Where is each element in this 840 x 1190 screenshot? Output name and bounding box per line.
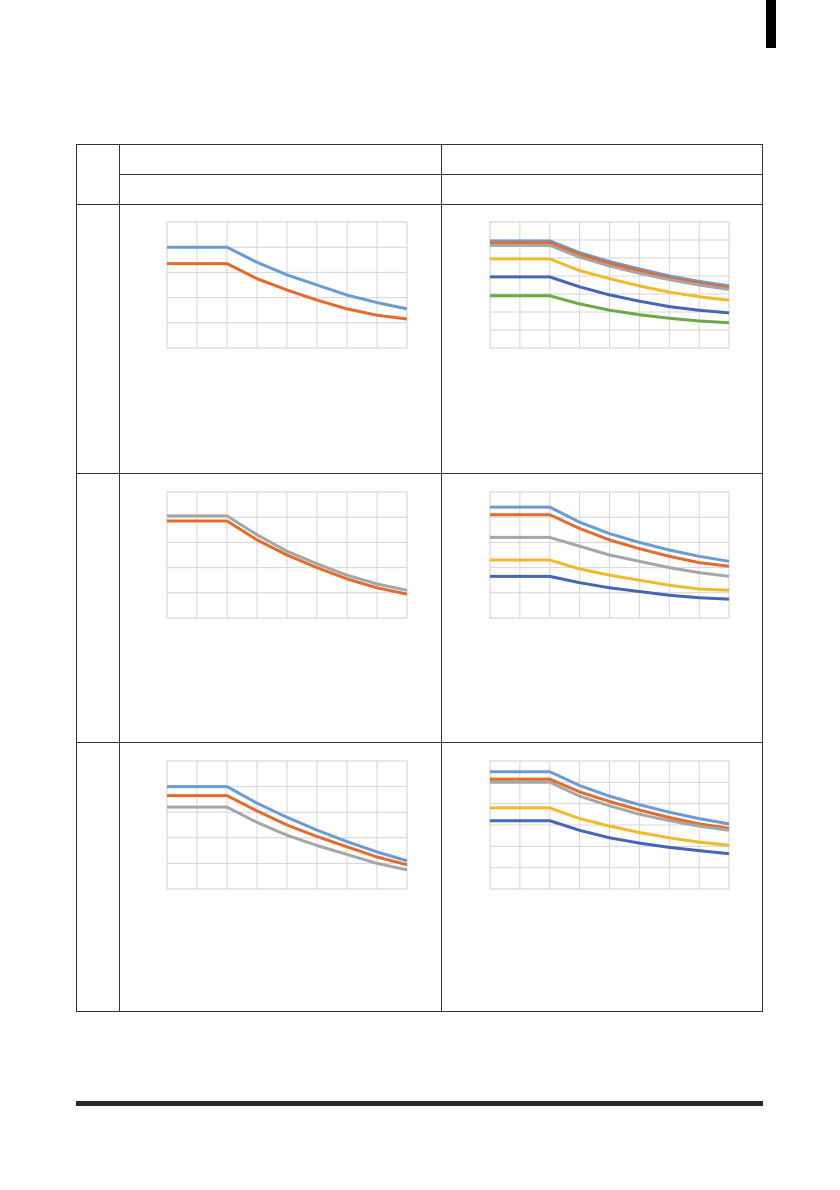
series-line-4: [489, 806, 729, 847]
series-line-2: [167, 794, 408, 867]
series-line-2: [489, 777, 729, 830]
footer-rule: [76, 1101, 763, 1106]
series-line-5: [489, 819, 729, 856]
line-chart: [489, 760, 729, 890]
series-line-1: [167, 245, 408, 311]
header-cell-left: [119, 144, 442, 175]
corner-cell: [76, 144, 120, 205]
series-line-5: [489, 275, 729, 315]
series-line-1: [167, 785, 408, 863]
line-chart: [489, 491, 729, 619]
line-chart: [166, 491, 408, 619]
line-chart: [166, 760, 408, 890]
series-line-1: [489, 505, 729, 563]
line-chart: [489, 221, 729, 349]
series-line-2: [167, 519, 408, 596]
series-line-1: [489, 770, 729, 826]
chart-cell-row3-left: [119, 742, 442, 1012]
page-marker-bar: [766, 0, 776, 48]
series-line-4: [489, 558, 729, 592]
series-line-3: [167, 805, 408, 872]
series-line-1: [489, 239, 729, 288]
subheader-cell-left: [119, 174, 442, 205]
row-label-1: [76, 204, 120, 474]
series-line-5: [489, 574, 729, 601]
row-label-2: [76, 473, 120, 743]
row-label-3: [76, 742, 120, 1012]
series-line-3: [489, 535, 729, 578]
series-line-2: [489, 241, 729, 290]
header-cell-right: [440, 144, 763, 175]
chart-cell-row1-left: [119, 204, 442, 474]
series-line-2: [489, 513, 729, 568]
chart-cell-row1-right: [440, 204, 763, 474]
chart-cell-row2-left: [119, 473, 442, 743]
chart-cell-row3-right: [440, 742, 763, 1012]
series-line-3: [489, 243, 729, 291]
subheader-cell-right: [440, 174, 763, 205]
series-line-2: [167, 262, 408, 321]
chart-cell-row2-right: [440, 473, 763, 743]
series-line-6: [489, 294, 729, 325]
series-line-3: [489, 780, 729, 832]
line-chart: [166, 221, 408, 349]
series-line-4: [489, 257, 729, 302]
figure-table: [76, 144, 763, 1012]
series-line-1: [167, 514, 408, 592]
